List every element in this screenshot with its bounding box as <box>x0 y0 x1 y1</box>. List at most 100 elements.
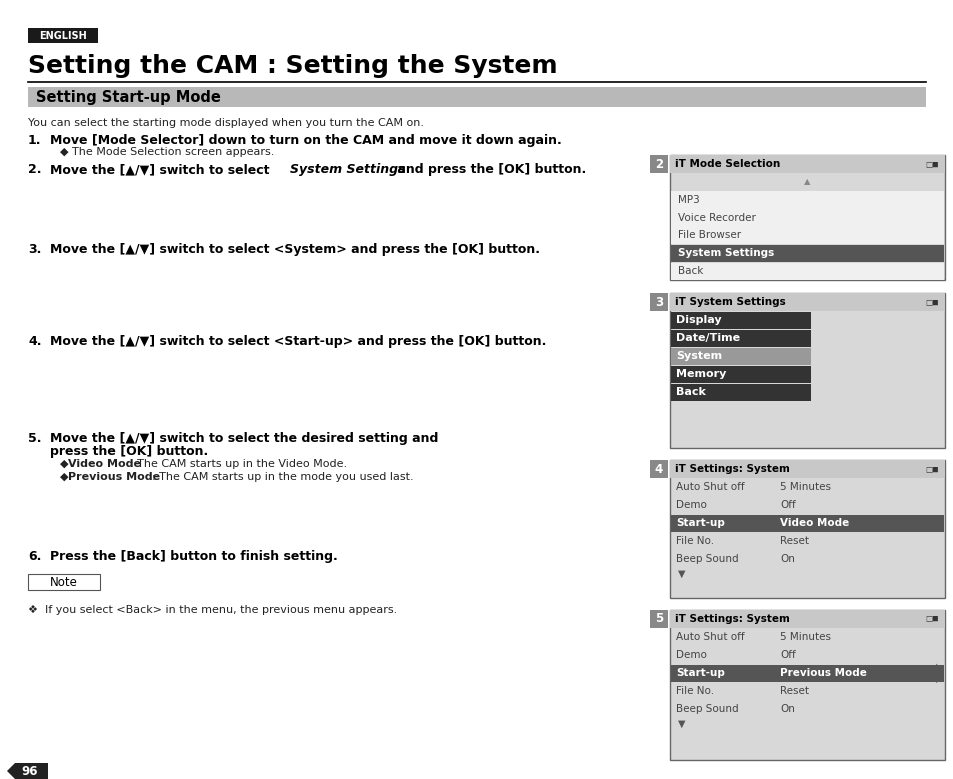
Text: Back: Back <box>678 266 702 276</box>
Text: 5 Minutes: 5 Minutes <box>780 632 830 642</box>
Text: Back: Back <box>676 387 705 397</box>
Text: 4.: 4. <box>28 335 42 348</box>
Text: You can select the starting mode displayed when you turn the CAM on.: You can select the starting mode display… <box>28 118 423 128</box>
FancyBboxPatch shape <box>670 210 943 227</box>
FancyBboxPatch shape <box>28 28 98 43</box>
Text: On: On <box>780 554 794 564</box>
Text: System Settings: System Settings <box>678 249 774 259</box>
Text: ◆ The Mode Selection screen appears.: ◆ The Mode Selection screen appears. <box>60 147 274 157</box>
Text: ▲: ▲ <box>803 178 810 186</box>
Text: Video Mode: Video Mode <box>68 459 141 469</box>
Text: Setting the CAM : Setting the System: Setting the CAM : Setting the System <box>28 54 558 78</box>
Text: Move the [▲/▼] switch to select <System> and press the [OK] button.: Move the [▲/▼] switch to select <System>… <box>50 243 539 256</box>
Text: 5.: 5. <box>28 432 42 445</box>
Text: File Browser: File Browser <box>678 231 740 241</box>
Text: System: System <box>676 351 721 361</box>
Text: 3: 3 <box>655 295 662 308</box>
Text: File No.: File No. <box>676 686 714 696</box>
Text: ◆: ◆ <box>60 472 71 482</box>
Text: iT Settings: System: iT Settings: System <box>675 464 789 474</box>
FancyBboxPatch shape <box>670 192 943 209</box>
Text: Off: Off <box>780 500 795 510</box>
FancyBboxPatch shape <box>669 460 944 598</box>
Text: Start-up: Start-up <box>676 518 724 528</box>
FancyBboxPatch shape <box>669 460 944 478</box>
Text: ▼: ▼ <box>678 569 685 579</box>
FancyBboxPatch shape <box>669 610 944 760</box>
Text: 1.: 1. <box>28 134 42 147</box>
Text: : The CAM starts up in the mode you used last.: : The CAM starts up in the mode you used… <box>152 472 414 482</box>
Text: Move the [▲/▼] switch to select <Start-up> and press the [OK] button.: Move the [▲/▼] switch to select <Start-u… <box>50 335 546 348</box>
Text: On: On <box>780 704 794 714</box>
Text: ▼: ▼ <box>678 719 685 729</box>
Text: and press the [OK] button.: and press the [OK] button. <box>393 163 586 176</box>
Polygon shape <box>7 763 48 779</box>
Text: Date/Time: Date/Time <box>676 333 740 343</box>
Text: Reset: Reset <box>780 536 808 546</box>
Text: 6.: 6. <box>28 550 41 563</box>
FancyBboxPatch shape <box>649 155 667 173</box>
Text: Move the [▲/▼] switch to select: Move the [▲/▼] switch to select <box>50 163 274 176</box>
FancyBboxPatch shape <box>670 263 943 280</box>
Text: 2: 2 <box>655 157 662 171</box>
FancyBboxPatch shape <box>670 665 943 682</box>
FancyBboxPatch shape <box>670 312 810 329</box>
FancyBboxPatch shape <box>649 460 667 478</box>
Text: 5: 5 <box>654 612 662 626</box>
Text: Auto Shut off: Auto Shut off <box>676 632 744 642</box>
Text: ENGLISH: ENGLISH <box>39 30 87 41</box>
FancyBboxPatch shape <box>669 293 944 311</box>
Text: ❖  If you select <Back> in the menu, the previous menu appears.: ❖ If you select <Back> in the menu, the … <box>28 605 396 615</box>
Text: ◆: ◆ <box>60 459 71 469</box>
FancyBboxPatch shape <box>669 155 944 173</box>
Text: Beep Sound: Beep Sound <box>676 704 738 714</box>
Text: □◼: □◼ <box>924 615 938 623</box>
FancyBboxPatch shape <box>670 348 810 365</box>
Text: □◼: □◼ <box>924 464 938 474</box>
Text: Off: Off <box>780 650 795 660</box>
Text: Beep Sound: Beep Sound <box>676 554 738 564</box>
Text: ▼: ▼ <box>932 674 940 684</box>
Text: iT System Settings: iT System Settings <box>675 297 785 307</box>
Text: Setting Start-up Mode: Setting Start-up Mode <box>36 90 221 104</box>
Text: □◼: □◼ <box>924 160 938 168</box>
Text: Auto Shut off: Auto Shut off <box>676 482 744 492</box>
Text: Move [Mode Selector] down to turn on the CAM and move it down again.: Move [Mode Selector] down to turn on the… <box>50 134 561 147</box>
FancyBboxPatch shape <box>669 155 944 280</box>
Text: 3.: 3. <box>28 243 41 256</box>
FancyBboxPatch shape <box>670 384 810 401</box>
Text: System Settings: System Settings <box>290 163 405 176</box>
Text: Press the [Back] button to finish setting.: Press the [Back] button to finish settin… <box>50 550 337 563</box>
FancyBboxPatch shape <box>28 574 100 590</box>
FancyBboxPatch shape <box>670 515 943 532</box>
FancyBboxPatch shape <box>649 610 667 628</box>
Text: Video Mode: Video Mode <box>780 518 848 528</box>
Text: 96: 96 <box>22 765 38 778</box>
Text: MP3: MP3 <box>678 195 699 205</box>
Text: 5 Minutes: 5 Minutes <box>780 482 830 492</box>
Text: Move the [▲/▼] switch to select the desired setting and: Move the [▲/▼] switch to select the desi… <box>50 432 438 445</box>
FancyBboxPatch shape <box>649 293 667 311</box>
Text: iT Settings: System: iT Settings: System <box>675 614 789 624</box>
Text: 4: 4 <box>654 463 662 475</box>
FancyBboxPatch shape <box>669 610 944 628</box>
Text: Previous Mode: Previous Mode <box>780 668 866 678</box>
Text: Reset: Reset <box>780 686 808 696</box>
Text: Previous Mode: Previous Mode <box>68 472 160 482</box>
FancyBboxPatch shape <box>669 293 944 448</box>
Text: 2.: 2. <box>28 163 42 176</box>
Text: Voice Recorder: Voice Recorder <box>678 213 755 223</box>
FancyBboxPatch shape <box>670 227 943 245</box>
Text: Note: Note <box>50 576 78 588</box>
Text: Memory: Memory <box>676 369 725 379</box>
Text: iT Mode Selection: iT Mode Selection <box>675 159 780 169</box>
Text: File No.: File No. <box>676 536 714 546</box>
FancyBboxPatch shape <box>28 87 925 107</box>
Text: : The CAM starts up in the Video Mode.: : The CAM starts up in the Video Mode. <box>130 459 347 469</box>
Text: press the [OK] button.: press the [OK] button. <box>50 445 208 458</box>
Text: ▲: ▲ <box>932 662 940 672</box>
FancyBboxPatch shape <box>670 366 810 383</box>
Text: Demo: Demo <box>676 650 706 660</box>
Text: Start-up: Start-up <box>676 668 724 678</box>
FancyBboxPatch shape <box>670 330 810 347</box>
